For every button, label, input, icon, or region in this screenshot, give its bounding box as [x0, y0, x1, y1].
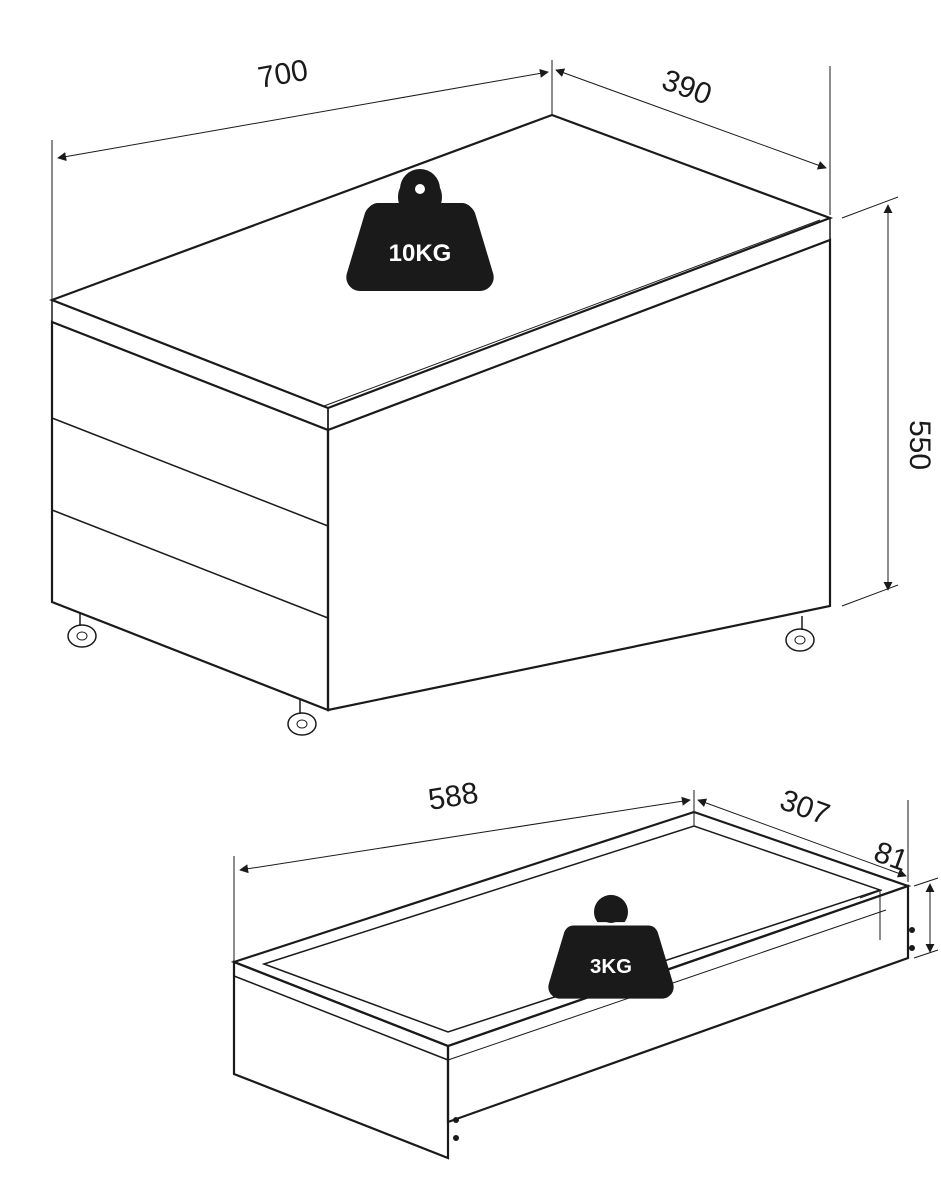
screw-dot: [453, 1117, 459, 1123]
cabinet-figure: 700 390 550: [52, 54, 936, 735]
dim-drawer-height: 81: [870, 836, 913, 878]
screw-dot: [909, 945, 915, 951]
weight-icon: 10KG: [346, 169, 493, 291]
technical-drawing: 700 390 550: [0, 0, 941, 1200]
caster: [288, 700, 316, 735]
screw-dot: [453, 1135, 459, 1141]
weight-icon: 3KG: [548, 895, 673, 999]
dim-cabinet-width: 390: [658, 64, 716, 112]
drawer-weight-label: 3KG: [590, 956, 632, 978]
caster: [786, 616, 814, 651]
drawer-figure: 588 307 81 3: [234, 776, 938, 1158]
dim-drawer-width: 307: [776, 784, 834, 832]
dim-cabinet-depth: 700: [255, 54, 310, 95]
screw-dot: [909, 927, 915, 933]
dim-drawer-depth: 588: [426, 776, 481, 816]
dim-cabinet-height: 550: [903, 420, 936, 470]
cabinet-weight-label: 10KG: [389, 240, 452, 267]
